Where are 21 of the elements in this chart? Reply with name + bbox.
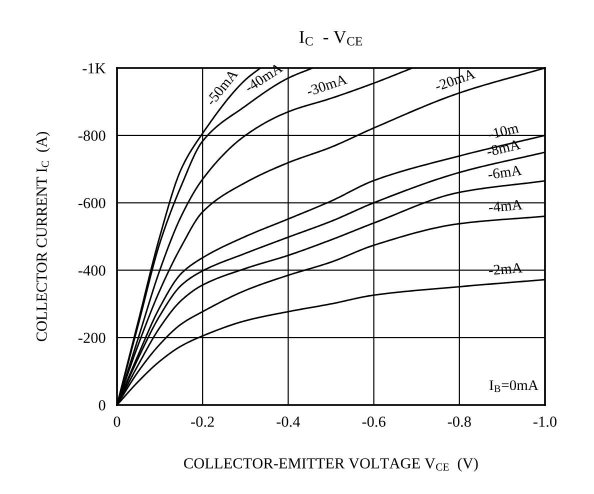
- annotation: I$_{B}$=0mA: [490, 380, 538, 392]
- x-tick-label: -0.8: [448, 416, 471, 427]
- chart-title: I$_{C}$ - V$_{CE}$: [299, 31, 362, 46]
- y-tick-label: -600: [78, 198, 106, 208]
- y-tick-label: -200: [78, 332, 106, 344]
- y-tick-label: -800: [78, 130, 106, 141]
- x-tick-label: -1.0: [533, 416, 557, 427]
- annotation: -2mA: [488, 262, 523, 276]
- y-tick-label: -400: [78, 265, 106, 276]
- x-tick-label: -0.6: [362, 416, 386, 427]
- y-axis-title: COLLECTOR CURRENT I$_{C}$ (A): [36, 132, 50, 342]
- x-tick-label: 0: [114, 416, 120, 427]
- annotation: -4mA: [488, 200, 523, 212]
- annotation: -6mA: [488, 165, 522, 180]
- annotation: -30mA: [306, 74, 348, 96]
- x-axis-title: COLLECTOR-EMITTER VOLTAGE V$_{CE}$ (V): [184, 458, 478, 472]
- x-tick-label: -0.2: [191, 416, 214, 427]
- y-tick-label: 0: [98, 400, 106, 410]
- y-tick-label: -1K: [82, 63, 106, 74]
- x-tick-label: -0.4: [276, 416, 300, 427]
- annotation: -20mA: [434, 68, 476, 92]
